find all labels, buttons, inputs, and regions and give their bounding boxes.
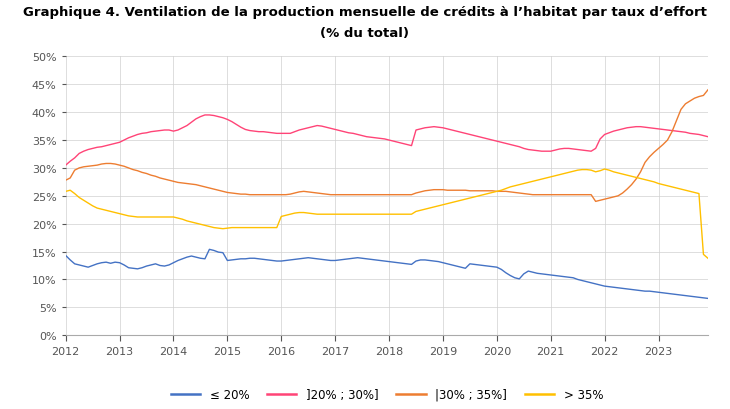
|30% ; 35%] (587, 193, 596, 198)
≤ 20% (524, 269, 533, 274)
> 35% (107, 209, 115, 214)
|30% ; 35%] (520, 192, 529, 197)
≤ 20% (264, 258, 272, 263)
Text: Graphique 4. Ventilation de la production mensuelle de crédits à l’habitat par t: Graphique 4. Ventilation de la productio… (23, 6, 707, 19)
≤ 20% (583, 279, 591, 284)
≤ 20% (591, 282, 600, 287)
|30% ; 35%] (704, 88, 712, 93)
]20% ; 30%] (61, 163, 70, 168)
|30% ; 35%] (577, 193, 586, 198)
> 35% (259, 226, 268, 231)
> 35% (587, 168, 596, 173)
]20% ; 30%] (264, 130, 272, 135)
|30% ; 35%] (61, 178, 70, 183)
]20% ; 30%] (107, 143, 115, 148)
> 35% (577, 168, 586, 173)
Line: ≤ 20%: ≤ 20% (66, 250, 708, 299)
|30% ; 35%] (107, 162, 115, 166)
> 35% (61, 189, 70, 194)
≤ 20% (61, 254, 70, 258)
]20% ; 30%] (201, 113, 210, 118)
]20% ; 30%] (591, 146, 600, 151)
]20% ; 30%] (583, 149, 591, 154)
Line: |30% ; 35%]: |30% ; 35%] (66, 91, 708, 202)
Line: ]20% ; 30%]: ]20% ; 30%] (66, 116, 708, 166)
> 35% (520, 182, 529, 187)
≤ 20% (155, 263, 164, 268)
]20% ; 30%] (524, 148, 533, 153)
Legend: ≤ 20%, ]20% ; 30%], |30% ; 35%], > 35%: ≤ 20%, ]20% ; 30%], |30% ; 35%], > 35% (166, 383, 608, 405)
≤ 20% (704, 296, 712, 301)
Line: > 35%: > 35% (66, 170, 708, 258)
Text: (% du total): (% du total) (320, 27, 410, 40)
> 35% (600, 167, 609, 172)
> 35% (155, 215, 164, 220)
]20% ; 30%] (704, 135, 712, 140)
|30% ; 35%] (155, 176, 164, 181)
|30% ; 35%] (259, 193, 268, 198)
≤ 20% (107, 261, 115, 266)
≤ 20% (205, 247, 214, 252)
|30% ; 35%] (591, 200, 600, 204)
]20% ; 30%] (155, 129, 164, 134)
> 35% (704, 256, 712, 261)
